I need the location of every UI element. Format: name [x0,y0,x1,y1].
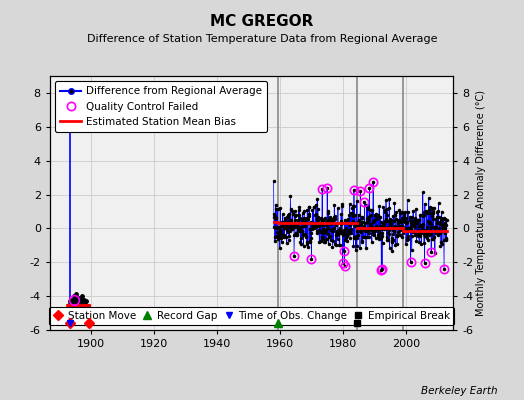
Text: MC GREGOR: MC GREGOR [210,14,314,29]
Text: Difference of Station Temperature Data from Regional Average: Difference of Station Temperature Data f… [87,34,437,44]
Y-axis label: Monthly Temperature Anomaly Difference (°C): Monthly Temperature Anomaly Difference (… [476,90,486,316]
Text: Berkeley Earth: Berkeley Earth [421,386,498,396]
Legend: Station Move, Record Gap, Time of Obs. Change, Empirical Break: Station Move, Record Gap, Time of Obs. C… [49,307,454,325]
